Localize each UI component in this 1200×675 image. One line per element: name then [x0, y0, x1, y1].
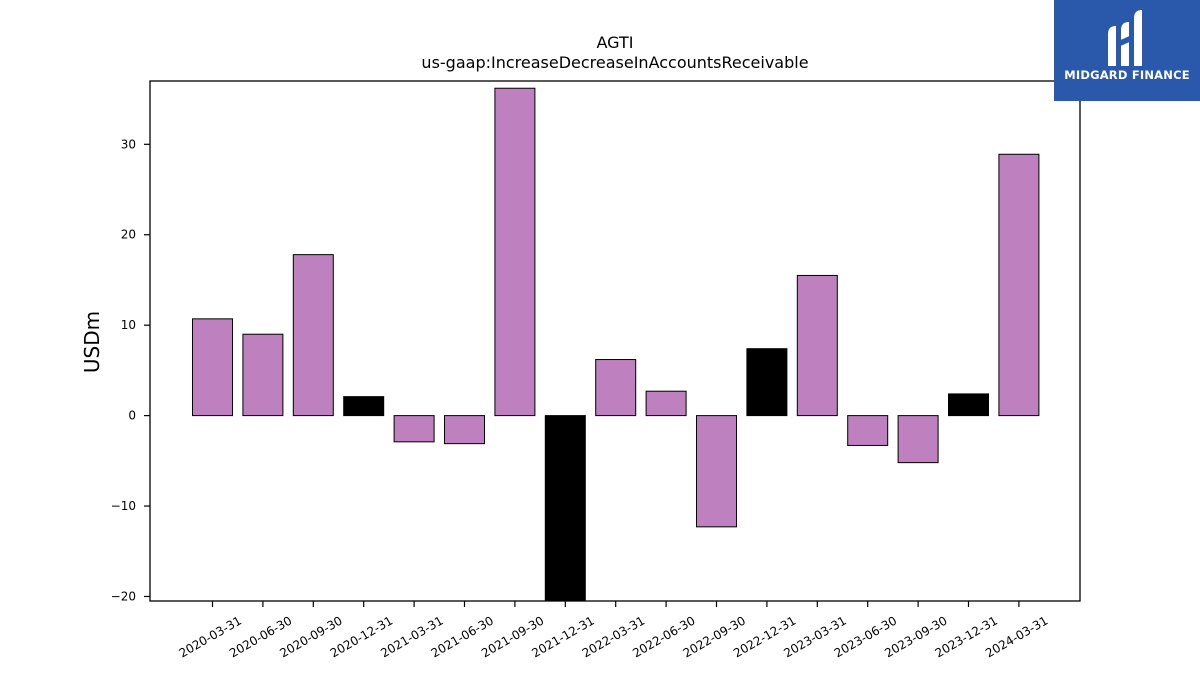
- bar-2020-09-30: [292, 254, 334, 417]
- bar-2021-06-30: [444, 415, 485, 445]
- y-tick-label: −20: [111, 589, 136, 603]
- bar-2023-12-31: [948, 393, 989, 417]
- bar-2021-12-31: [544, 415, 586, 602]
- bar-2020-06-30: [242, 333, 284, 417]
- bar-2022-06-30: [645, 390, 687, 417]
- chart-subtitle: us-gaap:IncreaseDecreaseInAccountsReceiv…: [421, 53, 808, 72]
- bar-2020-12-31: [343, 396, 385, 417]
- x-axis: 2020-03-312020-06-302020-09-302020-12-31…: [177, 601, 1050, 660]
- plot-frame: [149, 80, 1081, 602]
- logo-mark-icon: [1108, 10, 1142, 66]
- bars-group: [192, 87, 1040, 602]
- bar-2022-09-30: [696, 415, 737, 528]
- y-tick-label: −10: [111, 499, 136, 513]
- bar-2023-09-30: [897, 415, 939, 464]
- chart-title: AGTI: [597, 33, 634, 52]
- bar-2021-09-30: [494, 87, 536, 417]
- y-axis: −20 −10 0 10 20 30: [111, 137, 150, 603]
- logo-text: MIDGARD FINANCE: [1064, 68, 1190, 82]
- bar-2023-03-31: [796, 274, 838, 417]
- brand-logo: MIDGARD FINANCE: [1054, 0, 1200, 101]
- bar-2021-03-31: [393, 415, 435, 443]
- bar-2023-06-30: [847, 415, 889, 446]
- y-tick-label: 30: [121, 137, 136, 151]
- y-tick-label: 10: [121, 318, 136, 332]
- bar-2022-12-31: [746, 348, 788, 417]
- y-tick-label: 0: [128, 409, 136, 423]
- bar-2020-03-31: [192, 318, 233, 417]
- y-tick-label: 20: [121, 228, 136, 242]
- bar-2024-03-31: [998, 153, 1040, 417]
- bar-2022-03-31: [595, 359, 637, 417]
- y-axis-label: USDm: [80, 311, 104, 373]
